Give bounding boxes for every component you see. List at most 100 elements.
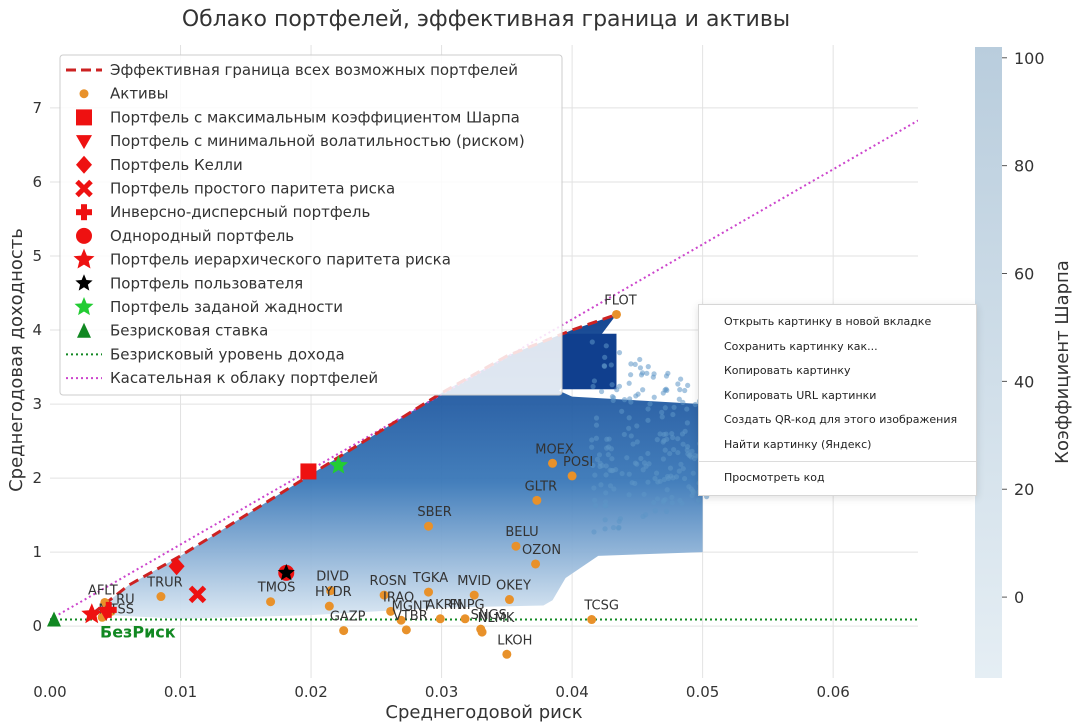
context-menu: Открыть картинку в новой вкладке Сохрани… xyxy=(698,304,977,496)
asset-point xyxy=(587,615,597,625)
asset-label: TCSG xyxy=(583,599,619,614)
cloud-point xyxy=(634,461,640,467)
asset-label: IRAO xyxy=(383,590,414,605)
cloud-point xyxy=(598,388,605,395)
cloud-point xyxy=(667,450,673,457)
asset-label: MGNT xyxy=(392,599,431,614)
legend-label: Портфель с максимальным коэффициентом Ша… xyxy=(110,108,520,126)
legend-box xyxy=(59,54,563,396)
cloud-point xyxy=(676,468,682,474)
y-tick-label: 7 xyxy=(32,99,42,117)
asset-label: TGKA xyxy=(412,571,448,586)
cloud-point xyxy=(651,499,657,506)
cloud-point xyxy=(652,508,658,514)
cloud-point xyxy=(659,409,665,415)
y-axis-label: Среднегодовая доходность xyxy=(6,228,27,492)
cloud-point xyxy=(593,415,600,421)
cloud-point xyxy=(682,428,688,434)
y-tick-label: 6 xyxy=(32,173,42,191)
cloud-point xyxy=(637,356,643,363)
legend-label: Портфель пользователя xyxy=(110,274,303,292)
legend-label: Безрисковый уровень дохода xyxy=(110,345,345,363)
x-tick-label: 0.03 xyxy=(425,683,458,701)
x-axis-label: Среднегодовой риск xyxy=(385,702,582,723)
cloud-point xyxy=(669,431,675,437)
asset-label: LKOH xyxy=(497,633,532,648)
cloud-point xyxy=(671,446,677,453)
cloud-point xyxy=(605,452,611,458)
cloud-point xyxy=(626,471,632,477)
cloud-point xyxy=(629,480,635,486)
cloud-point xyxy=(637,365,644,371)
asset-point xyxy=(502,649,512,659)
legend-label: Портфель простого паритета риска xyxy=(110,180,395,198)
marker-user xyxy=(277,563,295,581)
menu-item-inspect[interactable]: Просмотреть код xyxy=(724,471,825,484)
asset-label: OZON xyxy=(522,543,561,558)
cloud-point xyxy=(685,382,691,388)
cloud-point xyxy=(645,417,651,423)
cloud-point xyxy=(609,382,615,388)
cloud-point xyxy=(592,497,598,503)
y-tick-label: 2 xyxy=(32,469,42,487)
legend-label: Инверсно-дисперсный портфель xyxy=(110,203,370,221)
asset-label: AKRN xyxy=(426,598,462,613)
menu-item-open-new-tab[interactable]: Открыть картинку в новой вкладке xyxy=(724,315,932,328)
x-tick-label: 0.02 xyxy=(294,683,327,701)
cloud-point xyxy=(590,462,596,468)
cloud-point xyxy=(684,444,691,450)
asset-point xyxy=(401,625,411,635)
legend-label: Однородный портфель xyxy=(110,227,294,245)
asset-label: ROSN xyxy=(370,574,407,589)
cloud-point xyxy=(650,374,656,380)
asset-point xyxy=(326,586,336,596)
asset-point xyxy=(324,601,334,611)
menu-item-search-yandex[interactable]: Найти картинку (Яндекс) xyxy=(724,437,872,451)
cloud-point xyxy=(681,475,688,482)
asset-point xyxy=(548,458,558,468)
cloud-point xyxy=(654,437,660,443)
legend: Эффективная граница всех возможных портф… xyxy=(59,54,563,396)
cloud-point xyxy=(640,467,646,473)
asset-point xyxy=(424,587,434,597)
asset-point xyxy=(531,559,541,569)
colorbar-tick-label: 20 xyxy=(1014,480,1034,499)
asset-label: GAZP xyxy=(330,610,366,625)
menu-item-copy-url[interactable]: Копировать URL картинки xyxy=(724,388,877,402)
marker-kelly xyxy=(76,155,92,174)
legend-label: Безрисковая ставка xyxy=(110,322,268,340)
asset-point xyxy=(511,541,521,551)
marker-max-sharpe xyxy=(300,463,317,480)
cloud-point xyxy=(598,482,604,488)
x-tick-label: 0.00 xyxy=(33,683,66,701)
asset-point xyxy=(567,471,577,481)
y-tick-label: 5 xyxy=(32,247,42,265)
asset-point xyxy=(460,614,470,624)
cloud-point xyxy=(653,470,660,476)
colorbar-tick-label: 0 xyxy=(1014,588,1024,607)
cloud-point xyxy=(662,447,668,453)
marker-hrp xyxy=(73,248,95,269)
cloud-point xyxy=(689,492,695,499)
x-tick-label: 0.01 xyxy=(164,683,197,701)
marker-risk-free xyxy=(77,322,91,338)
cloud-point xyxy=(608,362,614,368)
menu-item-copy-image[interactable]: Копировать картинку xyxy=(724,364,851,377)
x-tick-label: 0.05 xyxy=(686,683,719,701)
cloud-point xyxy=(684,420,690,426)
asset-point xyxy=(477,627,487,637)
legend-label: Портфель Келли xyxy=(110,156,243,174)
cloud-point xyxy=(689,448,695,454)
colorbar-tick-label: 100 xyxy=(1014,49,1045,68)
cloud-point xyxy=(645,406,651,412)
cloud-point xyxy=(643,463,649,469)
asset-label: NLMK xyxy=(478,611,515,626)
legend-swatch xyxy=(79,89,89,99)
menu-item-create-qr[interactable]: Создать QR-код для этого изображения xyxy=(724,413,958,426)
menu-item-save-image[interactable]: Сохранить картинку как... xyxy=(724,339,878,353)
risk-free-label: БезРиск xyxy=(100,623,176,642)
y-axis-ticks: 0 1 2 3 4 5 6 7 xyxy=(32,99,42,635)
y-tick-label: 0 xyxy=(32,617,42,635)
cloud-point xyxy=(680,465,686,472)
cloud-point xyxy=(676,396,682,402)
